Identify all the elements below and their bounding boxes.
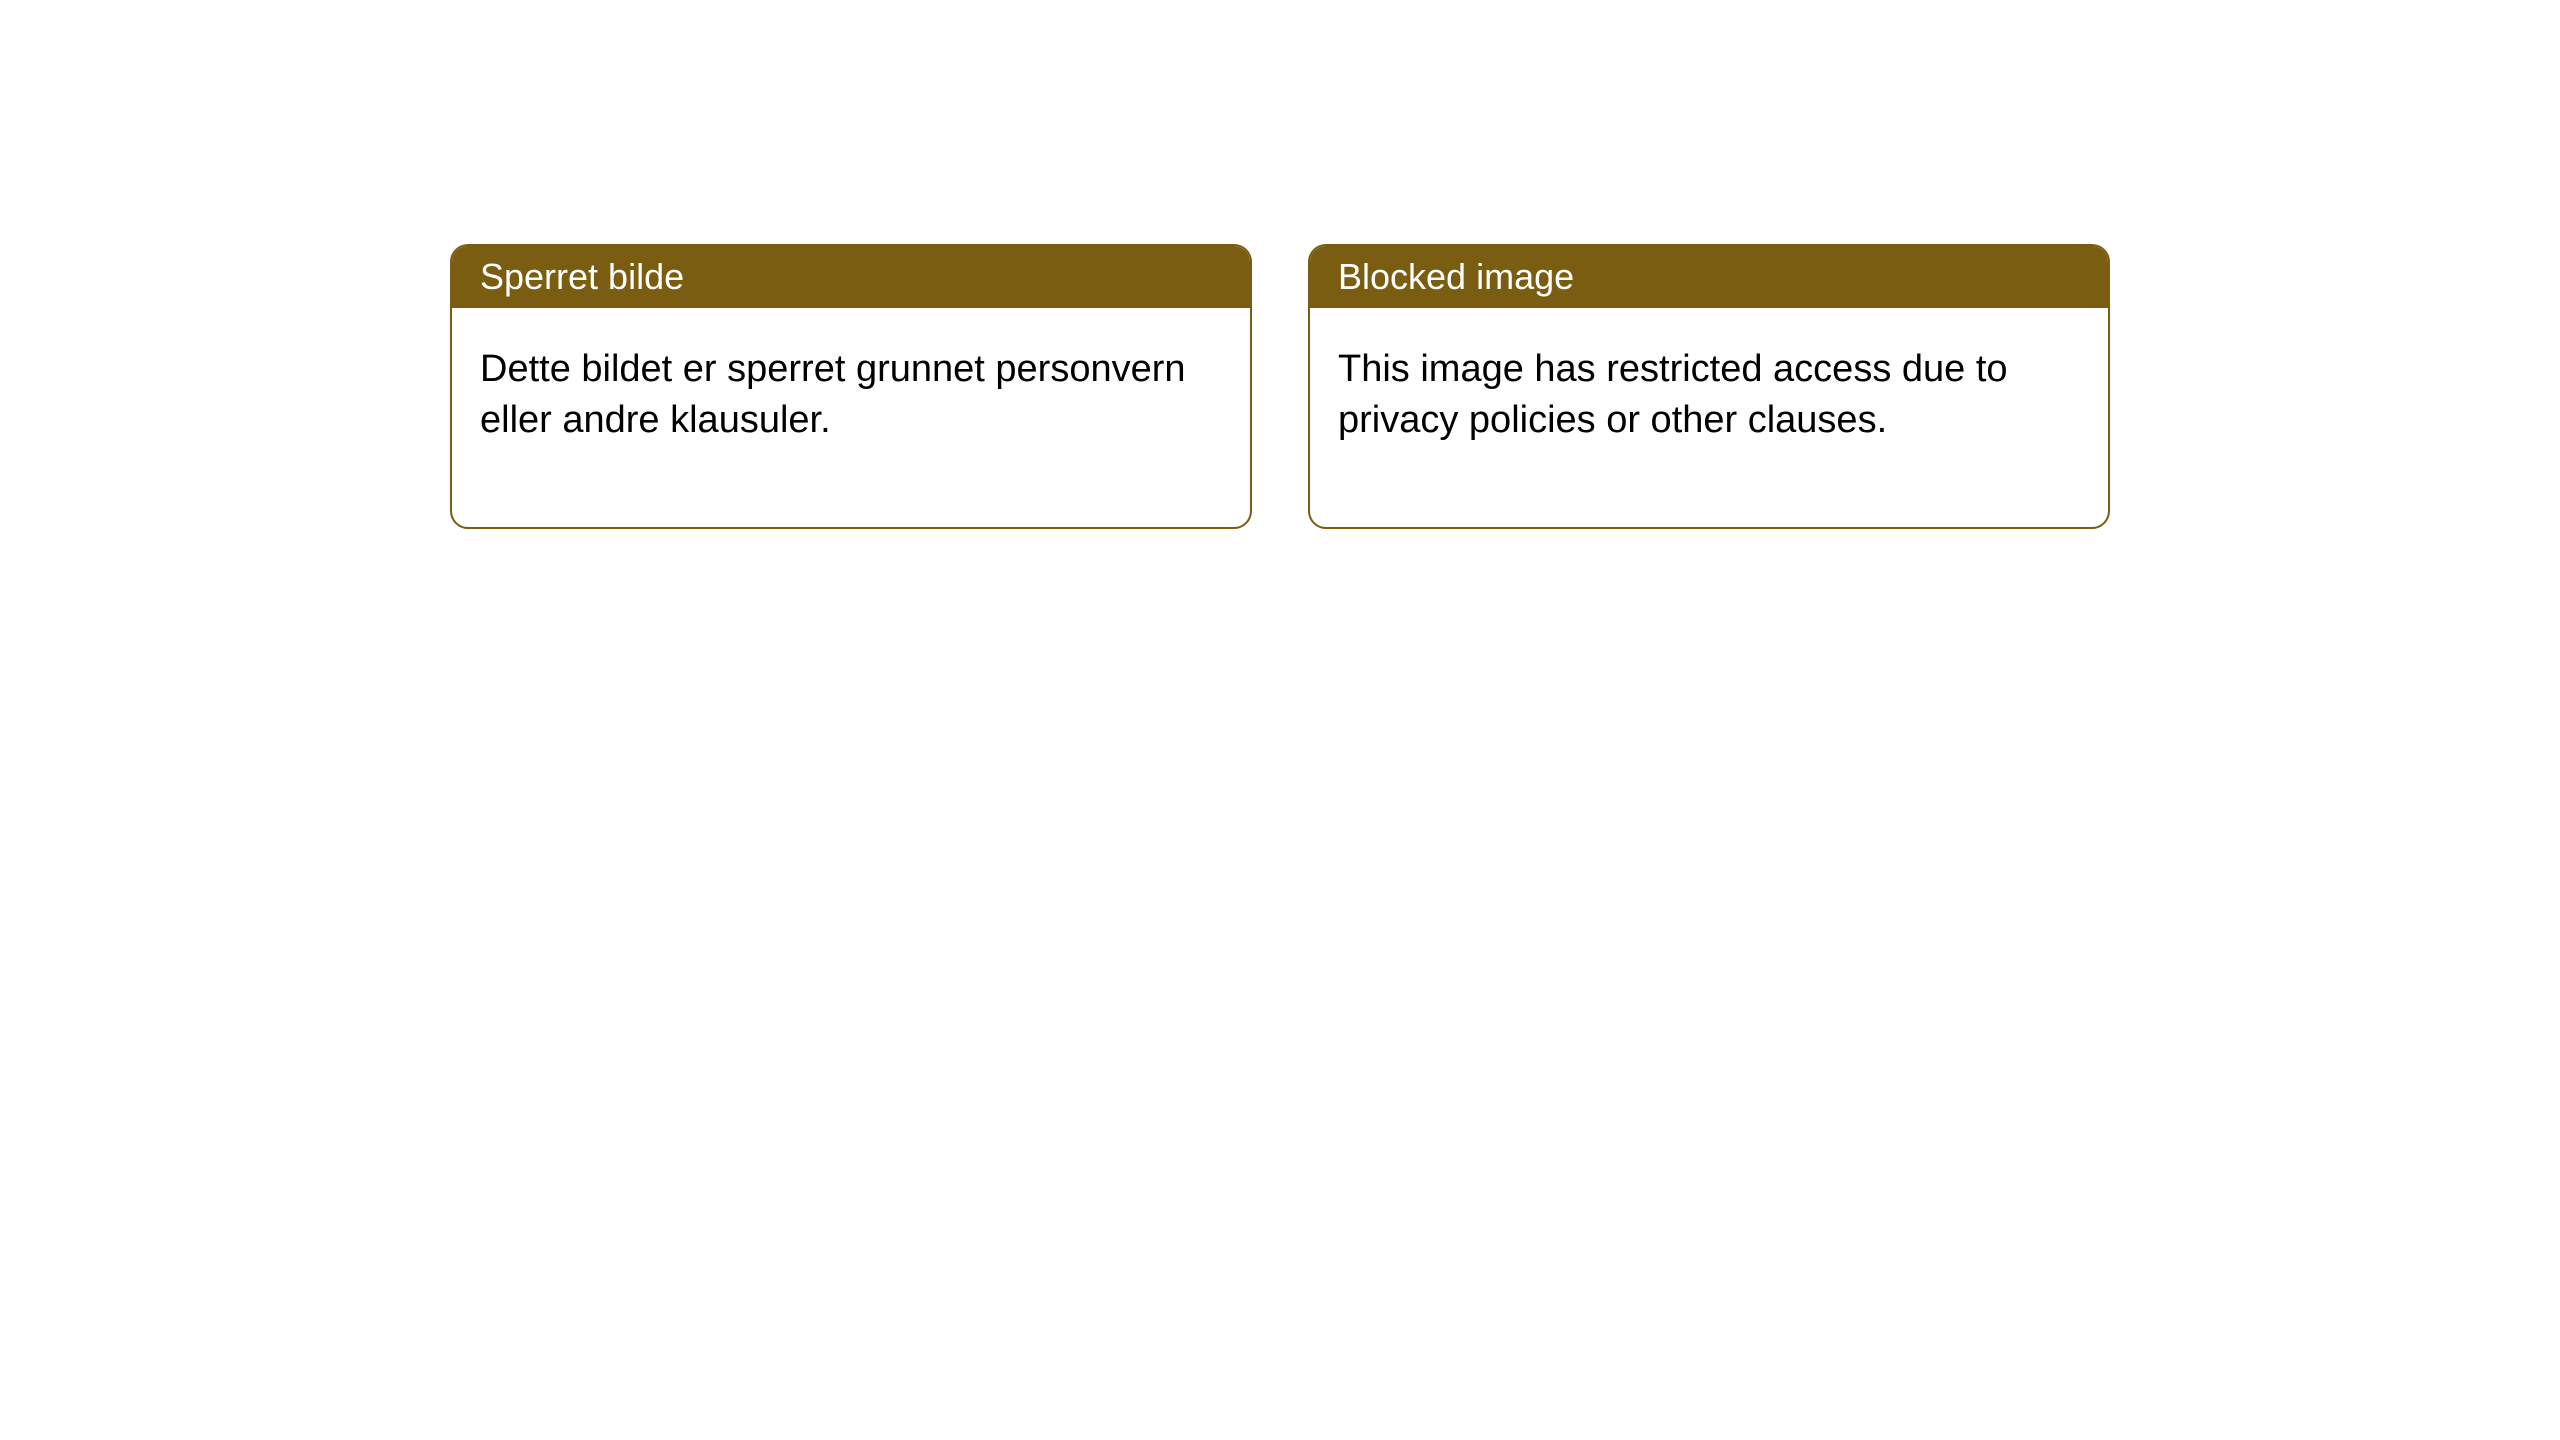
card-body-text: This image has restricted access due to … bbox=[1338, 348, 2008, 441]
card-header: Blocked image bbox=[1310, 246, 2108, 308]
notice-card-norwegian: Sperret bilde Dette bildet er sperret gr… bbox=[450, 244, 1252, 529]
card-body: Dette bildet er sperret grunnet personve… bbox=[452, 308, 1250, 527]
card-header: Sperret bilde bbox=[452, 246, 1250, 308]
notice-cards-container: Sperret bilde Dette bildet er sperret gr… bbox=[0, 0, 2560, 529]
card-title: Blocked image bbox=[1338, 256, 1574, 297]
card-body: This image has restricted access due to … bbox=[1310, 308, 2108, 527]
notice-card-english: Blocked image This image has restricted … bbox=[1308, 244, 2110, 529]
card-body-text: Dette bildet er sperret grunnet personve… bbox=[480, 348, 1186, 441]
card-title: Sperret bilde bbox=[480, 256, 684, 297]
